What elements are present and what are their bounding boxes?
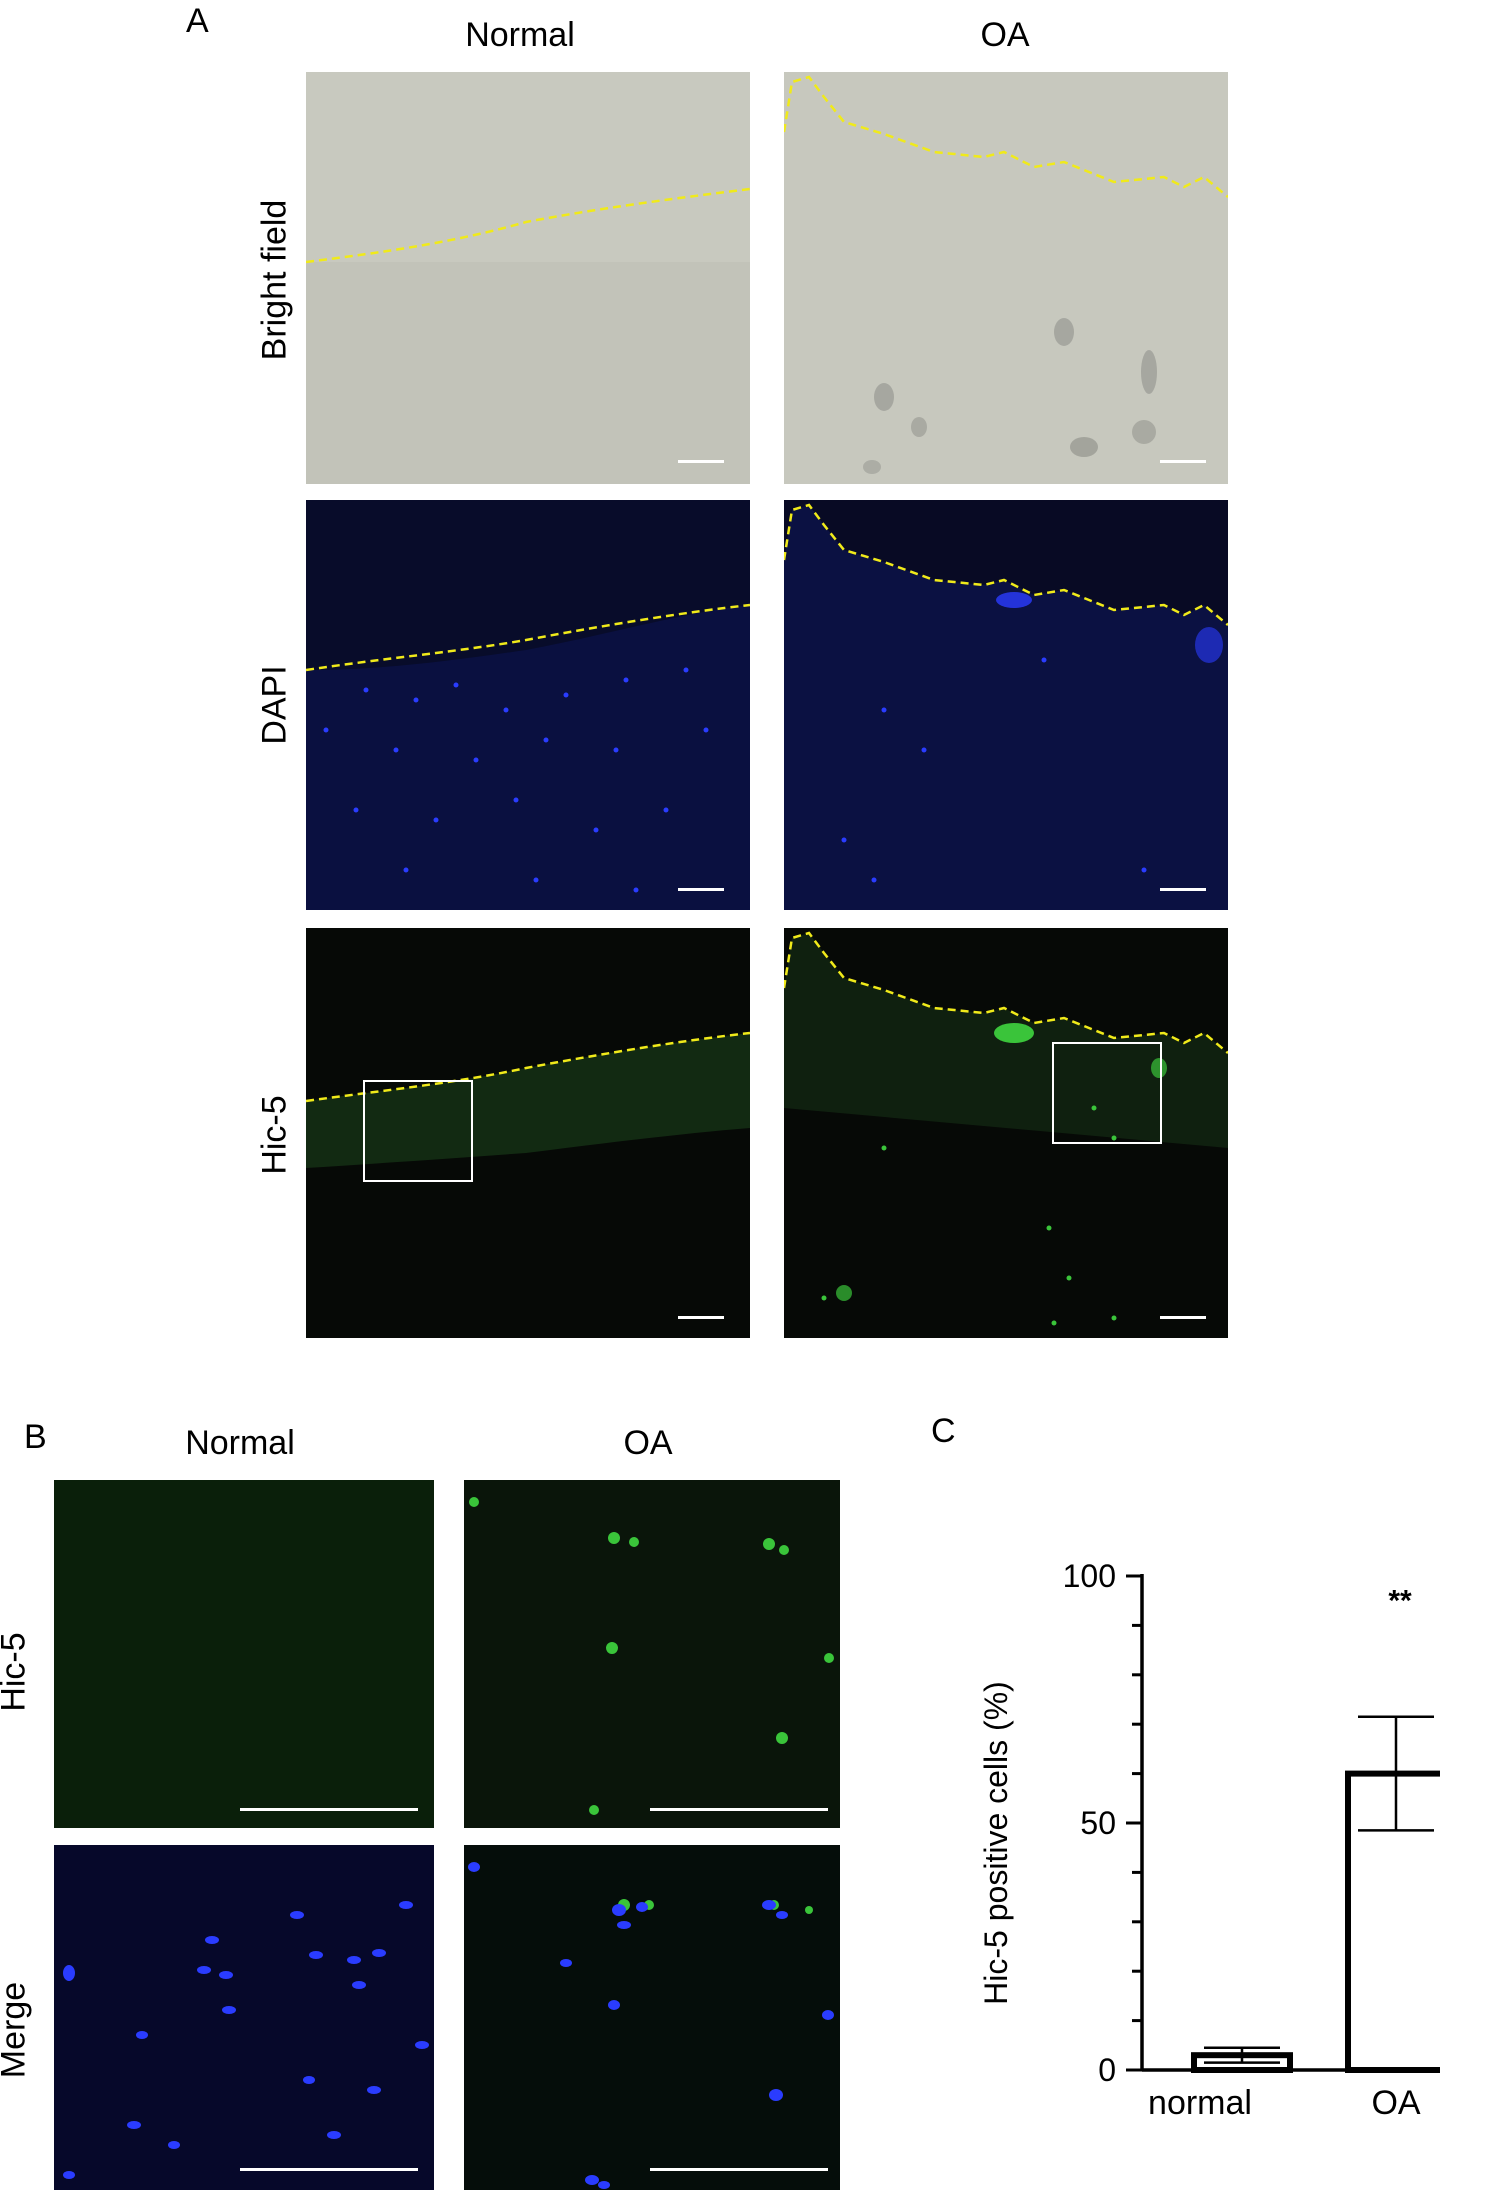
panel-c-bar-chart: 0 50 100 Hic-5 positive cells (%) normal OA ** — [960, 1540, 1447, 2190]
panel-b-hic5-normal-image — [54, 1480, 434, 1828]
panel-a-row-bright-field: Bright field — [255, 199, 294, 361]
x-tick-label: normal — [1148, 2084, 1252, 2122]
panel-a-column-normal: Normal — [465, 16, 575, 54]
dapi-normal-image — [306, 500, 750, 910]
scale-bar — [1160, 460, 1206, 463]
scale-bar — [650, 1808, 828, 1811]
y-tick-label: 0 — [1098, 2052, 1116, 2088]
panel-b-merge-oa-image — [464, 1845, 840, 2190]
panel-a-letter: A — [186, 2, 209, 40]
panel-b-column-normal: Normal — [185, 1424, 295, 1462]
hic5-oa-image — [784, 928, 1228, 1338]
y-axis-label: Hic-5 positive cells (%) — [978, 1681, 1014, 2005]
scale-bar — [240, 2168, 418, 2171]
panel-a-row-hic5: Hic-5 — [255, 1095, 294, 1175]
scale-bar — [678, 888, 724, 891]
panel-b-column-oa: OA — [623, 1424, 673, 1462]
panel-b-row-merge: Merge — [0, 1981, 33, 2079]
significance-annotation: ** — [1388, 1585, 1412, 1618]
scale-bar — [650, 2168, 828, 2171]
hic5-normal-image — [306, 928, 750, 1338]
roi-box — [363, 1080, 473, 1182]
bright-field-oa-image — [784, 72, 1228, 484]
y-tick-label: 50 — [1080, 1805, 1116, 1841]
panel-b-letter: B — [24, 1418, 47, 1456]
x-tick-label: OA — [1371, 2084, 1420, 2122]
scale-bar — [1160, 1316, 1206, 1319]
dapi-oa-image — [784, 500, 1228, 910]
panel-c-letter: C — [931, 1412, 956, 1450]
scale-bar — [678, 460, 724, 463]
y-tick-label: 100 — [1063, 1558, 1116, 1594]
bright-field-normal-image — [306, 72, 750, 484]
scale-bar — [1160, 888, 1206, 891]
scale-bar — [240, 1808, 418, 1811]
scale-bar — [678, 1316, 724, 1319]
bar-oa — [1345, 1770, 1447, 2073]
panel-b-merge-normal-image — [54, 1845, 434, 2190]
panel-b-hic5-oa-image — [464, 1480, 840, 1828]
panel-b-row-hic5: Hic-5 — [0, 1632, 33, 1712]
panel-a-column-oa: OA — [980, 16, 1030, 54]
panel-a-row-dapi: DAPI — [255, 665, 294, 745]
roi-box — [1052, 1042, 1162, 1144]
